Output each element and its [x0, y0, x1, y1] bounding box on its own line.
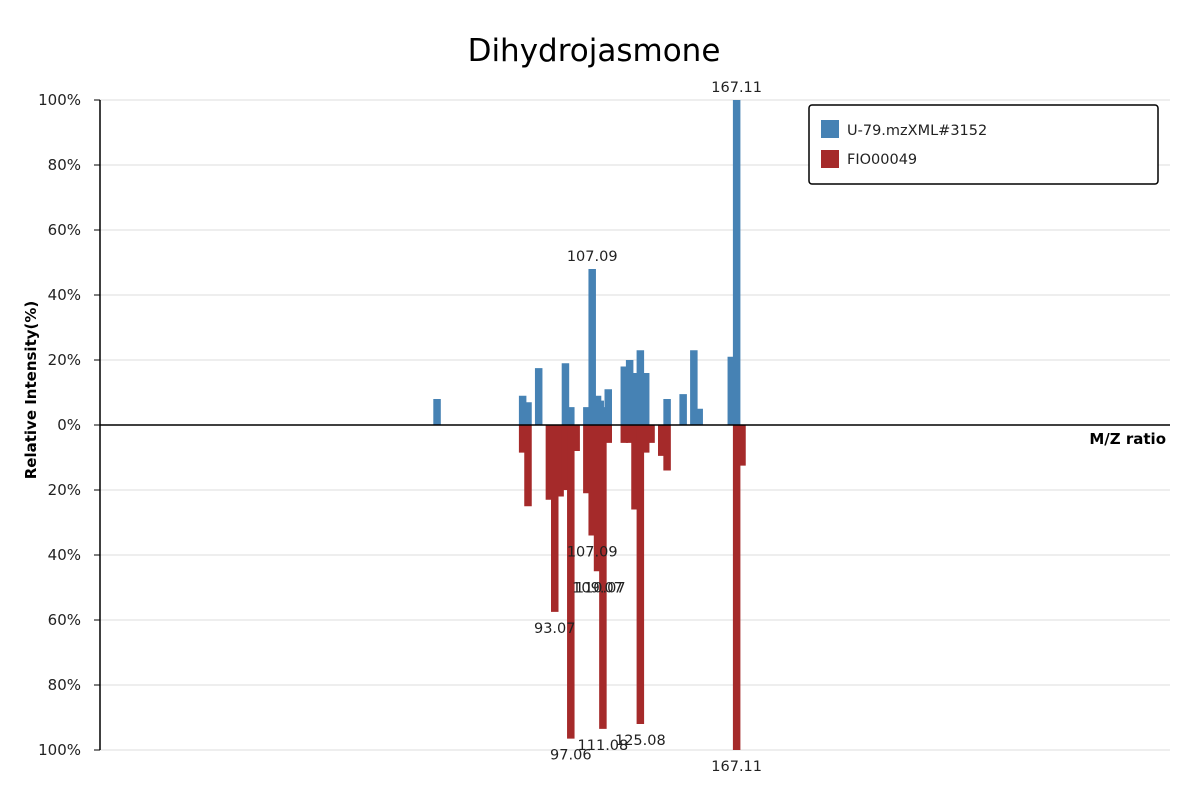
- reference-peak-label: 167.11: [711, 759, 762, 775]
- y-tick-label: 40%: [48, 546, 81, 564]
- reference-peak-bar: [551, 425, 559, 612]
- reference-peak-bar: [625, 425, 634, 443]
- reference-peak-bar: [561, 425, 570, 490]
- reference-peak-bar: [567, 425, 575, 739]
- legend: U-79.mzXML#3152 FIO00049: [808, 104, 1159, 185]
- reference-peak-bar: [599, 425, 607, 729]
- sample-peak-bar: [641, 373, 650, 425]
- legend-swatch-series-1: [821, 120, 839, 138]
- reference-peak-bar: [604, 425, 612, 443]
- reference-peak-bar: [583, 425, 591, 494]
- reference-peak-bar: [631, 425, 639, 510]
- reference-peak-bar: [572, 425, 580, 451]
- sample-peak-bar: [679, 394, 687, 425]
- reference-peak-label: 107.09: [567, 545, 618, 561]
- reference-peak-bar: [593, 425, 602, 572]
- reference-peak-label: 109.07: [572, 580, 623, 596]
- reference-peak-bar: [620, 425, 629, 443]
- sample-peak-bar: [604, 389, 612, 425]
- reference-peak-label: 125.08: [615, 733, 666, 749]
- reference-peak-label: 111.08: [578, 738, 629, 754]
- y-axis-ticks: 100% 80% 60% 40% 20% 0% 20% 40% 60% 80% 100%: [38, 91, 100, 759]
- y-tick-label: 100%: [38, 91, 81, 109]
- sample-peak-bar: [518, 395, 527, 425]
- sample-peak-bar: [588, 269, 596, 425]
- sample-peak-bar: [620, 366, 629, 425]
- reference-peak-bar: [524, 425, 532, 507]
- sample-peak-bar: [732, 100, 741, 425]
- reference-peak-bar: [545, 425, 554, 500]
- sample-peak-bar: [534, 368, 543, 425]
- sample-peak-label: 107.09: [567, 249, 618, 265]
- sample-peak-bar: [727, 356, 736, 425]
- legend-label-series-1: U-79.mzXML#3152: [847, 123, 987, 139]
- y-tick-label: 20%: [48, 481, 81, 499]
- spectrum-bars: [433, 100, 746, 750]
- sample-peak-bar: [583, 407, 591, 425]
- reference-peak-bar: [658, 425, 666, 456]
- sample-peak-bar: [695, 408, 703, 425]
- legend-swatch-series-2: [821, 150, 839, 168]
- y-tick-label: 80%: [48, 676, 81, 694]
- reference-peak-bar: [556, 425, 564, 497]
- sample-peak-bar: [663, 399, 671, 425]
- reference-peak-label: 93.07: [534, 621, 576, 637]
- sample-peak-bar: [567, 407, 575, 425]
- reference-peak-bar: [588, 425, 596, 536]
- x-axis-title: M/Z ratio: [1089, 430, 1166, 448]
- reference-peak-bar: [732, 425, 741, 750]
- y-tick-label: 100%: [38, 741, 81, 759]
- peak-labels: 107.09 167.11 93.07 97.06 107.09 109.07110.07…: [534, 80, 762, 775]
- sample-peak-bar: [631, 373, 639, 425]
- y-tick-label: 60%: [48, 611, 81, 629]
- reference-peak-bar: [636, 425, 645, 724]
- chart-title: Dihydrojasmone: [468, 33, 721, 69]
- legend-box: [808, 104, 1159, 185]
- y-tick-label: 0%: [57, 416, 81, 434]
- y-tick-label: 80%: [48, 156, 81, 174]
- sample-peak-bar: [599, 407, 607, 425]
- reference-peak-bar: [641, 425, 650, 453]
- sample-peak-bar: [561, 363, 570, 425]
- y-tick-label: 60%: [48, 221, 81, 239]
- sample-peak-bar: [524, 402, 532, 425]
- y-axis-title: Relative Intensity(%): [22, 301, 40, 480]
- legend-label-series-2: FIO00049: [847, 152, 917, 168]
- sample-peak-bar: [690, 350, 698, 425]
- reference-peak-bar: [738, 425, 746, 466]
- reference-peak-bar: [647, 425, 655, 443]
- y-tick-label: 20%: [48, 351, 81, 369]
- reference-peak-label: 110.07: [575, 580, 626, 596]
- reference-peak-bar: [518, 425, 527, 453]
- y-tick-label: 40%: [48, 286, 81, 304]
- sample-peak-bar: [636, 350, 645, 425]
- reference-peak-label: 97.06: [550, 748, 592, 764]
- reference-peak-bar: [663, 425, 671, 471]
- sample-peak-label: 167.11: [711, 80, 762, 96]
- sample-peak-bar: [433, 399, 441, 425]
- sample-peak-bar: [625, 360, 634, 425]
